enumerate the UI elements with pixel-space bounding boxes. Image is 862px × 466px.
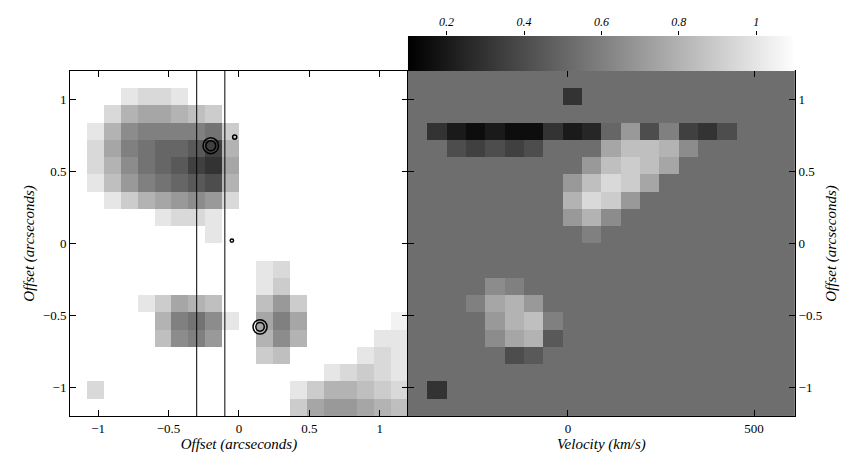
svg-text:0.4: 0.4 — [517, 15, 532, 29]
svg-text:−1: −1 — [91, 421, 105, 436]
svg-text:Offset (arcseconds): Offset (arcseconds) — [823, 185, 840, 302]
svg-text:0.6: 0.6 — [594, 15, 609, 29]
svg-text:1: 1 — [376, 421, 383, 436]
svg-text:0.5: 0.5 — [50, 164, 66, 179]
svg-text:1: 1 — [753, 15, 759, 29]
svg-text:0.5: 0.5 — [799, 164, 815, 179]
svg-text:500: 500 — [744, 421, 764, 436]
svg-text:Offset (arcseconds): Offset (arcseconds) — [181, 436, 298, 453]
svg-text:0: 0 — [236, 421, 243, 436]
svg-text:−0.5: −0.5 — [157, 421, 181, 436]
svg-text:Velocity (km/s): Velocity (km/s) — [557, 436, 646, 453]
svg-text:0.8: 0.8 — [671, 15, 686, 29]
svg-text:−0.5: −0.5 — [799, 308, 823, 323]
svg-text:0.5: 0.5 — [301, 421, 317, 436]
svg-text:0: 0 — [799, 236, 806, 251]
svg-text:1: 1 — [799, 92, 806, 107]
svg-text:0: 0 — [565, 421, 572, 436]
svg-text:0: 0 — [60, 236, 67, 251]
svg-text:Offset (arcseconds): Offset (arcseconds) — [21, 185, 38, 302]
svg-text:−0.5: −0.5 — [43, 308, 67, 323]
svg-text:0.2: 0.2 — [439, 15, 454, 29]
svg-text:−1: −1 — [799, 380, 813, 395]
svg-text:1: 1 — [60, 92, 67, 107]
svg-text:−1: −1 — [53, 380, 67, 395]
